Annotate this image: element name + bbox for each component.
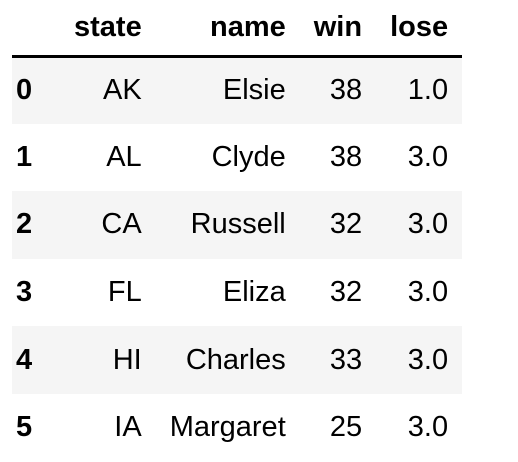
table-row: 0 AK Elsie 38 1.0 [12,56,463,124]
dataframe-table: state name win lose 0 AK Elsie 38 1.0 1 … [12,0,463,462]
row-index: 1 [16,140,33,173]
cell-state: HI [112,343,142,376]
cell-state: FL [107,276,142,309]
cell-lose: 3.0 [407,140,449,173]
cell-lose: 1.0 [407,74,449,107]
column-header-name: name [155,0,300,58]
cell-lose: 3.0 [407,411,449,444]
table-row: 5 IA Margaret 25 3.0 [12,393,463,462]
table-header: state name win lose [12,0,463,58]
cell-name: Elsie [222,74,286,107]
cell-name: Charles [185,343,286,376]
index-header [12,0,60,58]
cell-lose: 3.0 [407,343,449,376]
header-row: state name win lose [12,0,463,58]
cell-win: 32 [329,208,363,241]
table-row: 2 CA Russell 32 3.0 [12,191,463,259]
cell-lose: 3.0 [407,208,449,241]
cell-win: 32 [329,276,363,309]
table-row: 4 HI Charles 33 3.0 [12,326,463,394]
cell-win: 25 [329,411,363,444]
table-body: 0 AK Elsie 38 1.0 1 AL Clyde 38 3.0 2 CA… [12,56,463,462]
cell-name: Eliza [222,276,286,309]
table-row: 3 FL Eliza 32 3.0 [12,258,463,327]
row-index: 0 [16,74,33,107]
column-header-state: state [60,0,156,58]
cell-name: Margaret [169,411,286,444]
column-header-lose: lose [376,0,463,58]
cell-state: CA [101,208,142,241]
cell-win: 38 [329,74,363,107]
row-index: 3 [16,276,33,309]
cell-name: Clyde [211,140,286,173]
cell-state: AK [103,74,142,107]
column-header-win: win [299,0,377,58]
cell-win: 33 [329,343,363,376]
table-row: 1 AL Clyde 38 3.0 [12,123,463,192]
cell-name: Russell [190,208,286,241]
cell-lose: 3.0 [407,276,449,309]
row-index: 4 [16,343,33,376]
row-index: 2 [16,208,33,241]
cell-state: AL [106,140,142,173]
cell-state: IA [114,411,142,444]
cell-win: 38 [329,140,363,173]
row-index: 5 [16,411,33,444]
